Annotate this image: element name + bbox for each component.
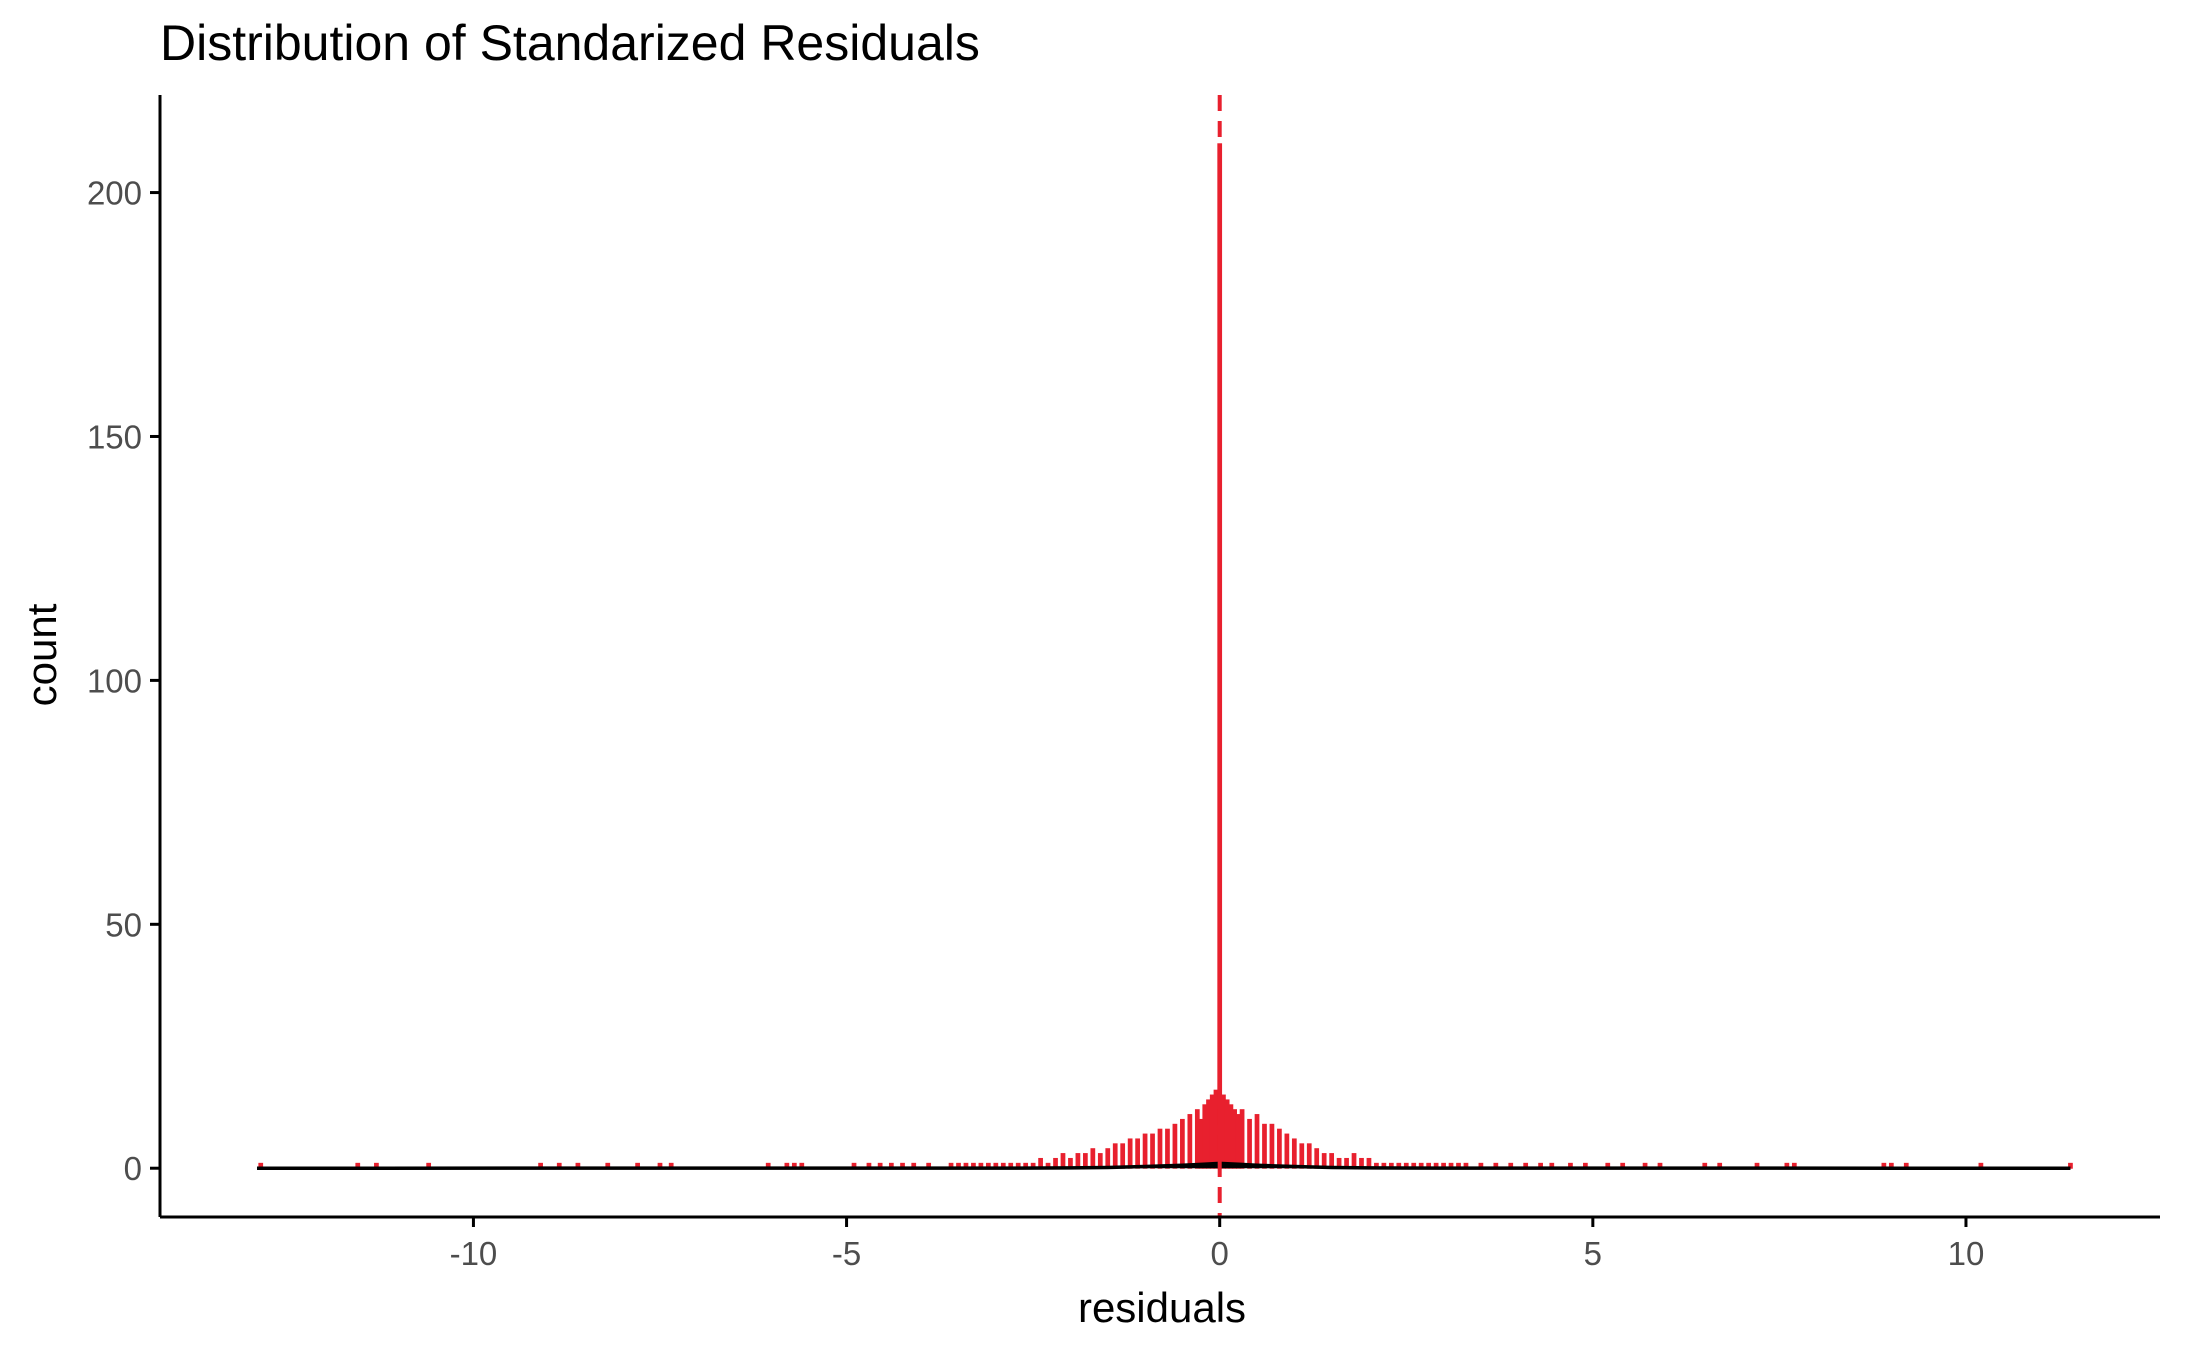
x-tick-label-0: -10 xyxy=(450,1235,498,1272)
histogram-bar-65 xyxy=(1232,1109,1237,1169)
histogram-bar-64 xyxy=(1228,1104,1234,1169)
chart-title: Distribution of Standarized Residuals xyxy=(160,15,980,71)
y-tick-label-0: 0 xyxy=(124,1150,142,1187)
histogram-bar-67 xyxy=(1239,1109,1245,1169)
histogram-bar-47 xyxy=(1135,1138,1140,1169)
histogram-bar-68 xyxy=(1247,1118,1252,1169)
histogram-bar-63 xyxy=(1224,1099,1230,1169)
histogram-bars xyxy=(258,143,2073,1169)
histogram-bar-66 xyxy=(1235,1114,1241,1169)
histogram-bar-50 xyxy=(1157,1128,1163,1169)
histogram-bar-53 xyxy=(1180,1118,1185,1169)
histogram-bar-70 xyxy=(1262,1123,1267,1169)
histogram-bar-56 xyxy=(1198,1118,1204,1169)
histogram-bar-39 xyxy=(1075,1153,1081,1169)
histogram-bar-60 xyxy=(1213,1089,1219,1169)
histogram-bar-49 xyxy=(1150,1133,1155,1169)
histogram-bar-48 xyxy=(1142,1133,1148,1169)
histogram-bar-45 xyxy=(1120,1143,1126,1169)
histogram-bar-52 xyxy=(1172,1123,1178,1169)
histogram-bar-58 xyxy=(1206,1099,1211,1169)
density-curve-layer xyxy=(257,1161,2071,1170)
x-tick-label-4: 10 xyxy=(1948,1235,1985,1272)
histogram-bar-55 xyxy=(1194,1109,1200,1169)
y-tick-label-1: 50 xyxy=(105,906,142,943)
histogram-bar-62 xyxy=(1221,1094,1226,1169)
histogram-bar-74 xyxy=(1291,1138,1297,1169)
histogram-bar-59 xyxy=(1209,1094,1215,1169)
histogram-bar-43 xyxy=(1105,1148,1111,1169)
histogram-bar-72 xyxy=(1277,1128,1282,1169)
histogram-bar-37 xyxy=(1060,1153,1066,1169)
y-tick-label-2: 100 xyxy=(87,662,142,699)
histogram-bar-76 xyxy=(1306,1143,1312,1169)
y-axis-title: count xyxy=(18,603,65,706)
histogram-bar-57 xyxy=(1202,1104,1208,1169)
histogram-bar-41 xyxy=(1090,1148,1096,1169)
histogram-bar-69 xyxy=(1254,1114,1260,1169)
histogram-bar-51 xyxy=(1165,1128,1170,1169)
x-axis-title: residuals xyxy=(1078,1284,1246,1331)
histogram-bar-46 xyxy=(1127,1138,1133,1169)
y-tick-label-4: 200 xyxy=(87,175,142,212)
histogram-bar-71 xyxy=(1269,1123,1275,1169)
density-curve-line xyxy=(257,1161,2071,1170)
histogram-bar-54 xyxy=(1187,1114,1193,1169)
histogram-bar-75 xyxy=(1299,1143,1305,1169)
x-tick-label-1: -5 xyxy=(832,1235,861,1272)
histogram-bar-77 xyxy=(1314,1148,1320,1169)
histogram-bar-44 xyxy=(1112,1143,1118,1169)
x-tick-label-3: 5 xyxy=(1584,1235,1602,1272)
histogram-bar-73 xyxy=(1284,1133,1290,1169)
x-tick-label-2: 0 xyxy=(1211,1235,1229,1272)
y-tick-label-3: 150 xyxy=(87,418,142,455)
